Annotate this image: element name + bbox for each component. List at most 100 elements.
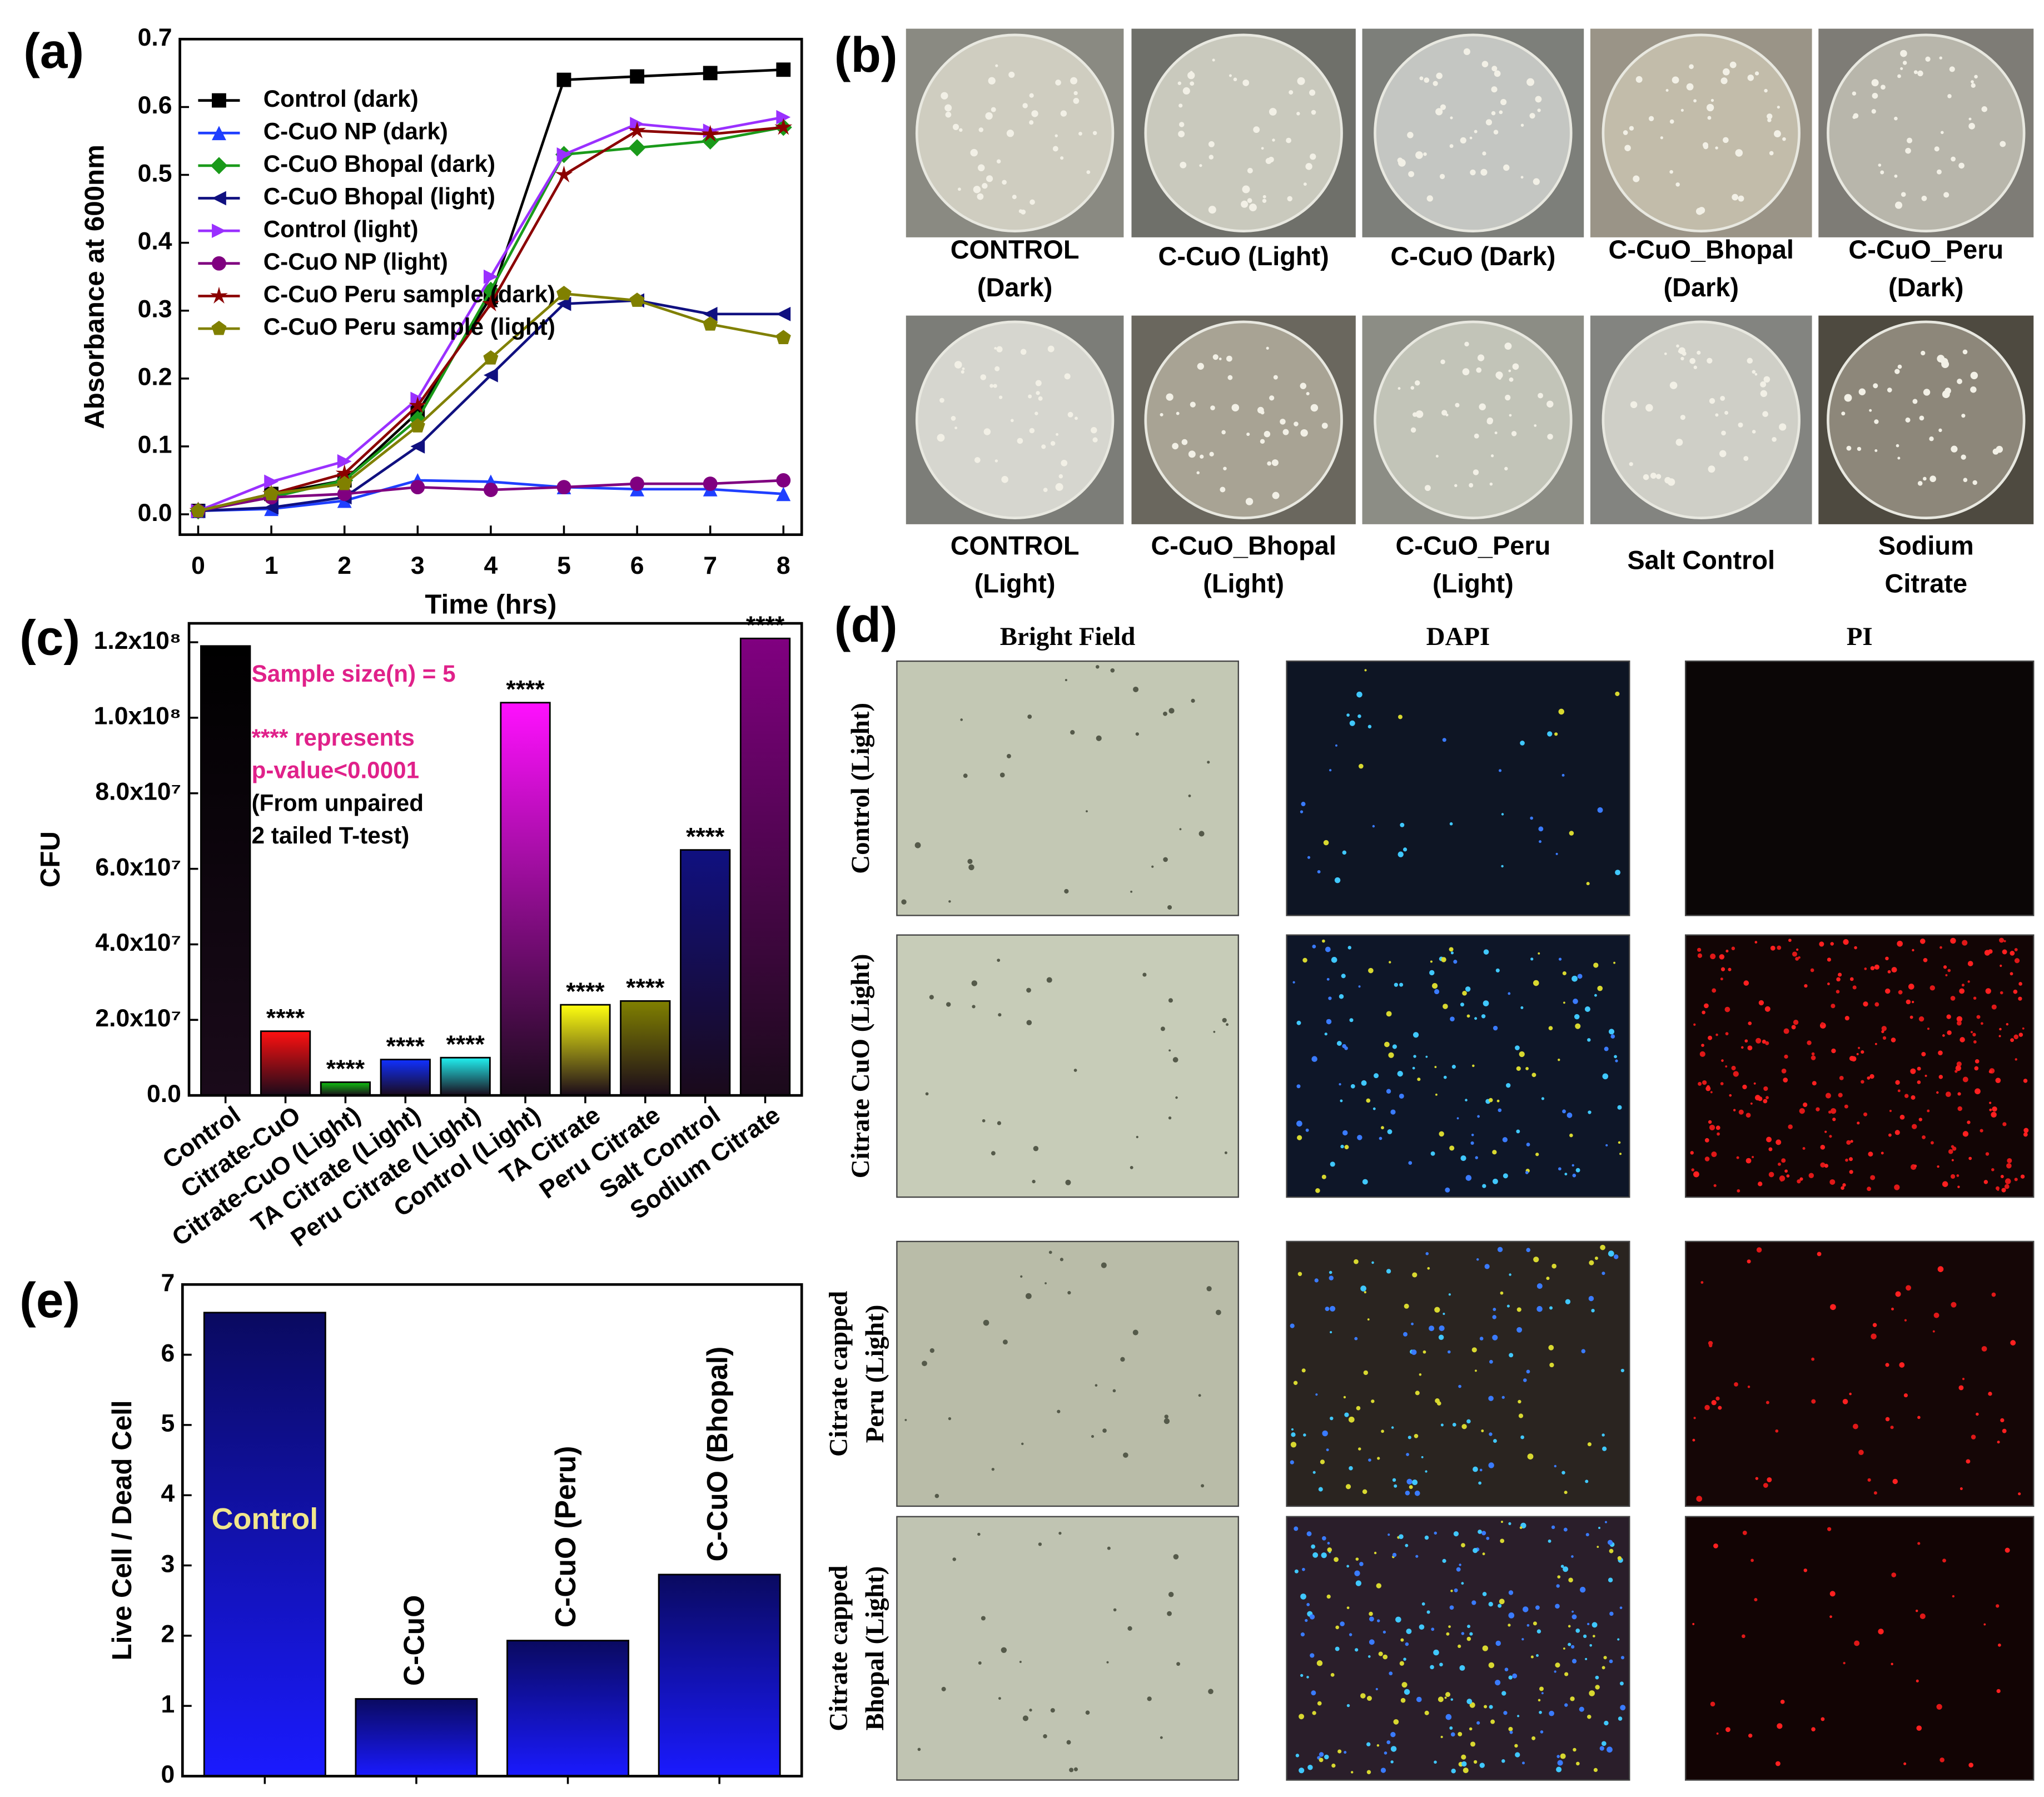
- colony: [1460, 137, 1466, 144]
- cell: [1371, 1261, 1374, 1264]
- cell: [1501, 1521, 1503, 1523]
- cell: [1620, 1705, 1626, 1711]
- cell: [1471, 1134, 1474, 1136]
- colony: [1031, 110, 1038, 117]
- cell: [1538, 952, 1540, 955]
- cell: [1821, 1717, 1825, 1721]
- cell: [1360, 1285, 1366, 1292]
- cell: [1536, 1629, 1541, 1634]
- cell: [1007, 754, 1011, 758]
- cell: [1971, 1434, 1976, 1439]
- cell: [1850, 1140, 1853, 1143]
- cell: [1957, 1092, 1961, 1096]
- cell: [1454, 1588, 1458, 1592]
- cell: [1086, 810, 1088, 813]
- cell: [1602, 1433, 1605, 1437]
- cell: [1201, 1484, 1205, 1488]
- cell: [2013, 989, 2018, 994]
- plate-label: CONTROL: [951, 235, 1080, 264]
- cell: [1927, 1027, 1930, 1030]
- cell: [1446, 1632, 1450, 1636]
- cell: [1290, 1442, 1297, 1448]
- colony: [1754, 373, 1758, 376]
- cell: [2018, 996, 2022, 1001]
- cell: [1519, 1526, 1523, 1529]
- colony: [1743, 456, 1749, 461]
- cell: [2023, 1132, 2028, 1137]
- cell: [1224, 1151, 1227, 1154]
- cell: [1939, 1757, 1944, 1763]
- cell: [1500, 1291, 1504, 1295]
- cell: [1997, 1441, 2000, 1444]
- cell: [1526, 1369, 1530, 1374]
- cell: [1398, 851, 1404, 857]
- cell: [1936, 1704, 1942, 1710]
- cell: [1425, 1252, 1429, 1255]
- colony: [1913, 70, 1918, 75]
- colony: [1029, 93, 1034, 98]
- cell: [1366, 1098, 1371, 1103]
- colony: [1846, 445, 1852, 451]
- cell: [1449, 1726, 1453, 1730]
- colony: [1229, 74, 1232, 77]
- cell: [1921, 1051, 1926, 1056]
- colony: [1907, 137, 1913, 143]
- colony: [1272, 492, 1280, 499]
- cell: [925, 1092, 929, 1096]
- significance-label: ****: [746, 612, 785, 639]
- cell: [1362, 1489, 1367, 1495]
- cell: [1825, 1093, 1831, 1099]
- cell: [1461, 1424, 1467, 1429]
- cell: [1476, 1258, 1479, 1261]
- cell: [1533, 1257, 1539, 1263]
- cell: [1903, 1393, 1908, 1398]
- cell: [1603, 1656, 1607, 1660]
- cell: [1426, 1610, 1430, 1614]
- cell: [1775, 1761, 1781, 1766]
- cell: [1403, 847, 1408, 852]
- data-point: [703, 476, 718, 491]
- cell: [946, 1002, 951, 1007]
- colony: [1678, 347, 1685, 354]
- colony: [1534, 424, 1537, 427]
- cell: [1526, 1248, 1530, 1252]
- cell: [1571, 1659, 1577, 1664]
- colony: [1707, 116, 1712, 120]
- colony: [1706, 103, 1714, 112]
- cell: [1691, 1168, 1694, 1171]
- cell: [922, 1361, 927, 1367]
- cell: [1836, 977, 1841, 982]
- cell: [1207, 761, 1210, 764]
- cell: [1515, 1752, 1520, 1758]
- cell: [1831, 1004, 1836, 1009]
- x-tick-label: 1: [265, 552, 278, 579]
- cell: [1349, 1018, 1354, 1022]
- colony: [1779, 423, 1787, 431]
- cell: [1885, 1417, 1890, 1422]
- plate-label: Citrate: [1885, 569, 1968, 598]
- cell: [1356, 691, 1362, 698]
- cell: [1330, 1331, 1332, 1334]
- cell: [1991, 1111, 1997, 1118]
- cell: [1307, 1765, 1313, 1770]
- cell: [1999, 937, 2005, 943]
- cell: [1315, 1393, 1318, 1396]
- cell: [1725, 1065, 1728, 1068]
- category-label: C-CuO (Peru): [549, 1446, 581, 1628]
- colony: [1925, 56, 1931, 62]
- cell: [1602, 1666, 1605, 1670]
- cell: [1604, 1046, 1609, 1051]
- cell: [1891, 1307, 1894, 1310]
- cell: [1323, 840, 1329, 846]
- cell: [1903, 1762, 1907, 1765]
- colony: [958, 187, 961, 191]
- cell: [1715, 1033, 1718, 1036]
- cell: [1489, 1432, 1493, 1436]
- cell: [1923, 957, 1928, 962]
- cell: [1354, 1570, 1360, 1576]
- cell: [1828, 1110, 1832, 1114]
- cell: [1133, 686, 1139, 692]
- cell: [1991, 1168, 1995, 1171]
- cell: [1882, 1036, 1887, 1040]
- cell: [1525, 1171, 1529, 1174]
